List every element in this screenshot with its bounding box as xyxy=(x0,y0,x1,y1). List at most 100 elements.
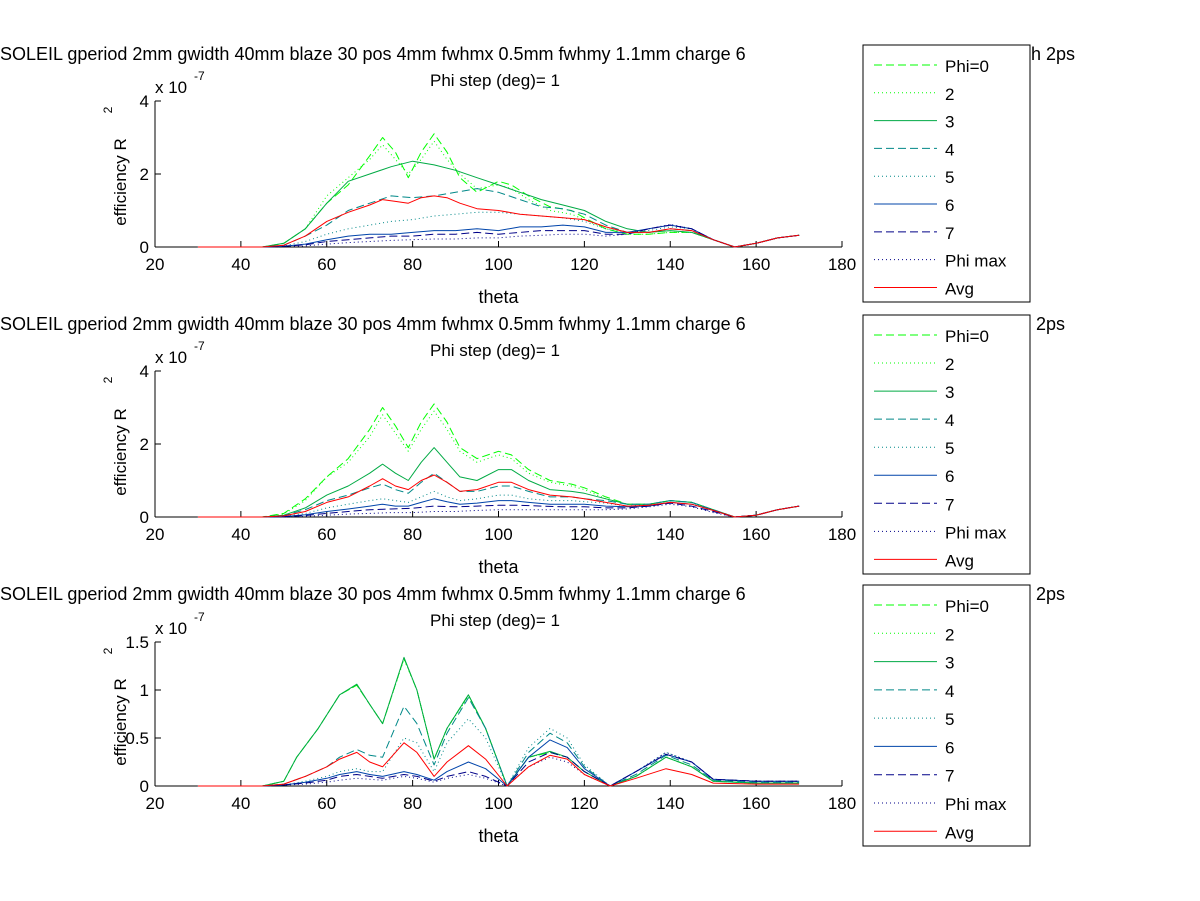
series-line xyxy=(197,503,800,518)
legend-label: 3 xyxy=(945,113,954,132)
x-tick-label: 120 xyxy=(570,255,598,274)
x-tick-label: 80 xyxy=(403,525,422,544)
x-tick-label: 180 xyxy=(828,255,856,274)
x-tick-label: 20 xyxy=(146,794,165,813)
legend-label: 7 xyxy=(945,495,954,514)
x-tick-label: 160 xyxy=(742,255,770,274)
y-tick-label: 4 xyxy=(140,92,149,111)
x-tick-label: 180 xyxy=(828,794,856,813)
legend-label: 6 xyxy=(945,196,954,215)
legend-label: 2 xyxy=(945,625,954,644)
legend-label: Avg xyxy=(945,823,974,842)
y-tick-label: 0 xyxy=(140,238,149,257)
series-line xyxy=(197,742,800,787)
legend-label: 6 xyxy=(945,738,954,757)
series-line xyxy=(197,472,800,518)
y-tick-label: 0 xyxy=(140,508,149,527)
series-line xyxy=(197,410,800,518)
y-tick-label: 2 xyxy=(140,435,149,454)
legend-label: 2 xyxy=(945,355,954,374)
chart-title-trailing: 2ps xyxy=(1036,314,1065,334)
y-axis-label: efficiency R xyxy=(111,678,130,766)
legend-label: Avg xyxy=(945,279,974,298)
axis-exponent: x 10 xyxy=(155,619,187,638)
x-tick-label: 20 xyxy=(146,525,165,544)
y-axis-label-sup: 2 xyxy=(101,376,115,383)
y-tick-label: 4 xyxy=(140,362,149,381)
legend-label: Phi max xyxy=(945,523,1007,542)
series-line xyxy=(197,657,800,787)
chart-subtitle: Phi step (deg)= 1 xyxy=(430,71,560,90)
chart-subtitle: Phi step (deg)= 1 xyxy=(430,341,560,360)
x-tick-label: 60 xyxy=(317,794,336,813)
series-line xyxy=(197,656,800,787)
x-tick-label: 100 xyxy=(484,525,512,544)
x-tick-label: 60 xyxy=(317,255,336,274)
x-axis-label: theta xyxy=(478,826,519,846)
legend-label: Avg xyxy=(945,551,974,570)
legend-label: 6 xyxy=(945,467,954,486)
legend-label: 5 xyxy=(945,439,954,458)
legend-label: Phi=0 xyxy=(945,57,989,76)
series-line xyxy=(197,403,800,518)
y-axis-label: efficiency R xyxy=(111,138,130,226)
series-line xyxy=(197,474,800,518)
series-line xyxy=(197,224,800,248)
series-line xyxy=(197,751,800,787)
series-line xyxy=(197,751,800,787)
y-tick-label: 1.5 xyxy=(125,633,149,652)
axis-exponent-sup: -7 xyxy=(194,610,205,624)
legend-label: 7 xyxy=(945,224,954,243)
series-line xyxy=(197,160,800,248)
series-line xyxy=(197,224,800,248)
x-tick-label: 160 xyxy=(742,794,770,813)
chart-title: SOLEIL gperiod 2mm gwidth 40mm blaze 30 … xyxy=(0,44,746,64)
x-tick-label: 140 xyxy=(656,794,684,813)
x-tick-label: 140 xyxy=(656,255,684,274)
x-axis-label: theta xyxy=(478,557,519,577)
series-line xyxy=(197,658,800,787)
legend-label: 2 xyxy=(945,85,954,104)
legend-label: 4 xyxy=(945,411,954,430)
axis-exponent-sup: -7 xyxy=(194,339,205,353)
y-axis-label: efficiency R xyxy=(111,408,130,496)
x-tick-label: 120 xyxy=(570,525,598,544)
y-axis-label-sup: 2 xyxy=(101,106,115,113)
x-tick-label: 40 xyxy=(231,525,250,544)
x-tick-label: 40 xyxy=(231,255,250,274)
axis-exponent-sup: -7 xyxy=(194,69,205,83)
x-tick-label: 100 xyxy=(484,255,512,274)
series-line xyxy=(197,223,800,248)
series-line xyxy=(197,140,800,248)
legend-label: 3 xyxy=(945,654,954,673)
x-tick-label: 180 xyxy=(828,525,856,544)
series-line xyxy=(197,697,800,787)
y-tick-label: 0 xyxy=(140,777,149,796)
legend-label: 4 xyxy=(945,682,954,701)
chart-subtitle: Phi step (deg)= 1 xyxy=(430,611,560,630)
x-axis-label: theta xyxy=(478,287,519,307)
x-tick-label: 100 xyxy=(484,794,512,813)
legend-label: Phi=0 xyxy=(945,597,989,616)
y-tick-label: 0.5 xyxy=(125,729,149,748)
legend-label: 4 xyxy=(945,140,954,159)
legend-label: Phi max xyxy=(945,795,1007,814)
x-tick-label: 80 xyxy=(403,794,422,813)
x-tick-label: 40 xyxy=(231,794,250,813)
x-tick-label: 120 xyxy=(570,794,598,813)
legend-label: Phi=0 xyxy=(945,327,989,346)
chart-title-trailing: h 2ps xyxy=(1031,44,1075,64)
x-tick-label: 160 xyxy=(742,525,770,544)
legend-label: 3 xyxy=(945,383,954,402)
x-tick-label: 60 xyxy=(317,525,336,544)
x-tick-label: 80 xyxy=(403,255,422,274)
axis-exponent: x 10 xyxy=(155,348,187,367)
legend-label: 7 xyxy=(945,767,954,786)
legend-box xyxy=(862,44,1031,303)
chart-title: SOLEIL gperiod 2mm gwidth 40mm blaze 30 … xyxy=(0,314,746,334)
axis-exponent: x 10 xyxy=(155,78,187,97)
chart-title-trailing: 2ps xyxy=(1036,584,1065,604)
y-axis-label-sup: 2 xyxy=(101,647,115,654)
